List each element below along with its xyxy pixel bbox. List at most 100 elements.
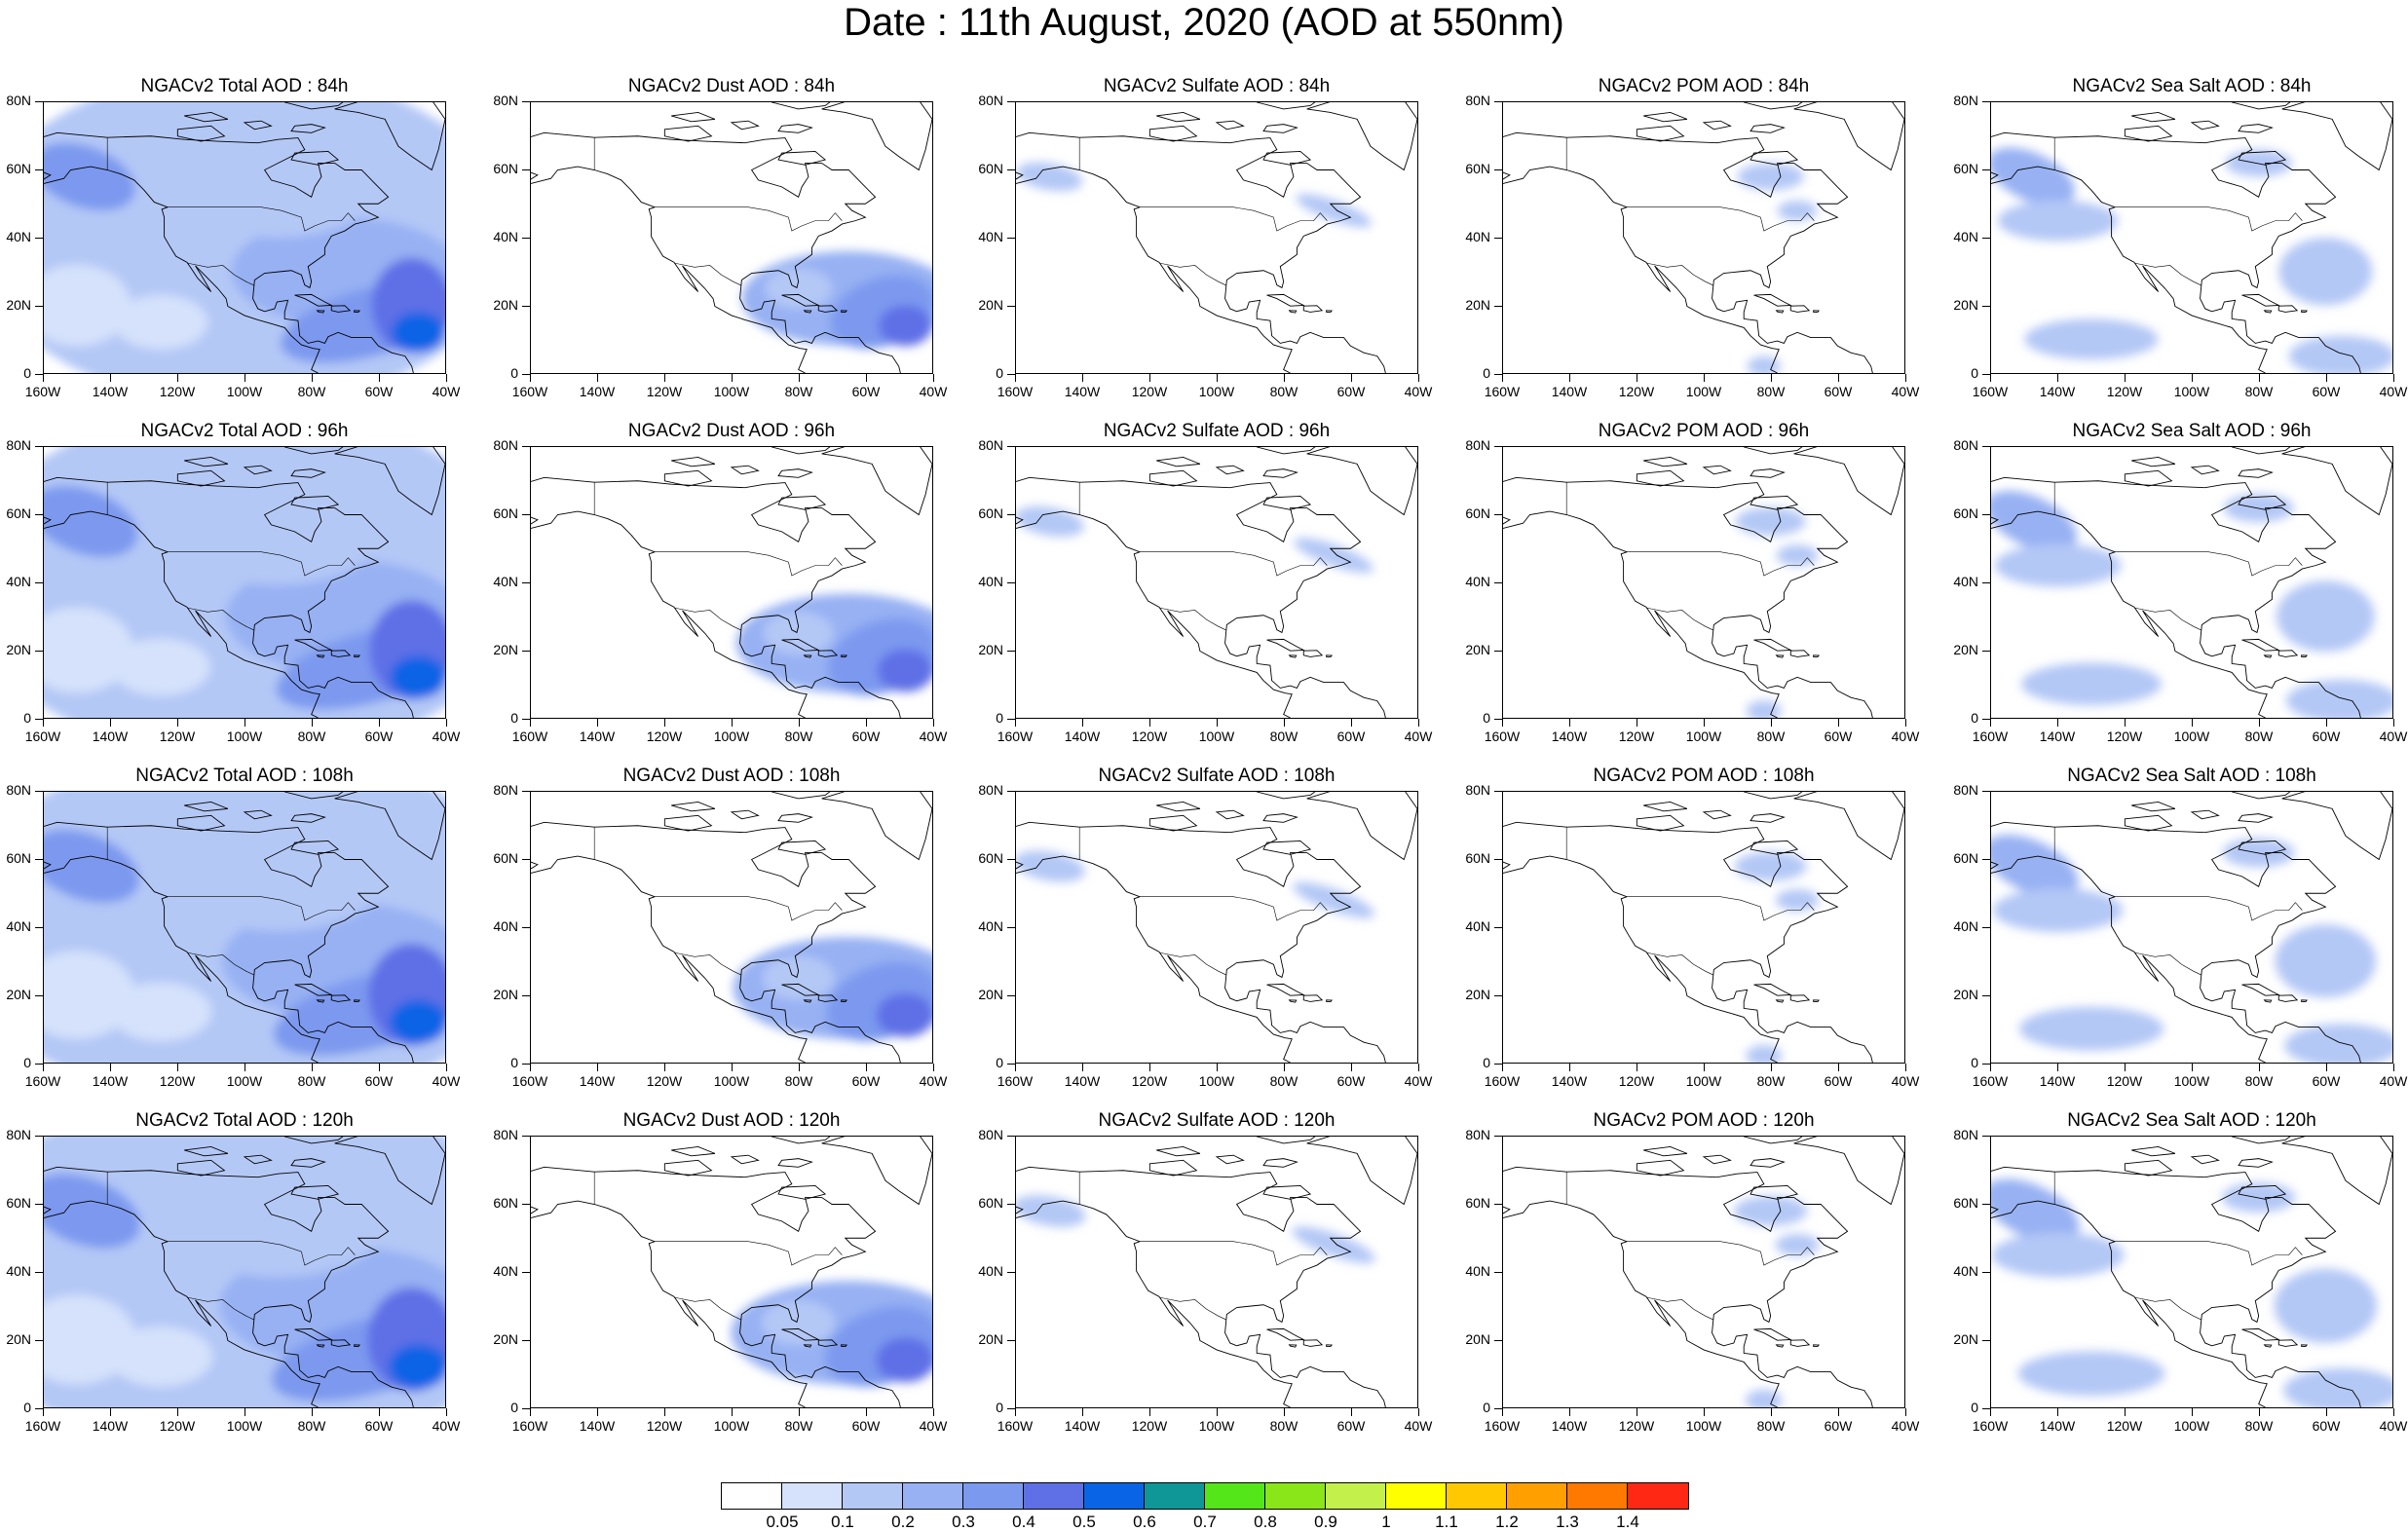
- coastline: [44, 476, 414, 718]
- lon-tick: [866, 374, 867, 382]
- coastline: [2131, 801, 2176, 812]
- lat-tick: [522, 374, 530, 375]
- lon-tick-label: 40W: [1404, 1418, 1433, 1434]
- lon-tick-label: 100W: [2173, 384, 2210, 399]
- lon-tick: [866, 1064, 867, 1071]
- coastline: [1262, 813, 1298, 823]
- coastline: [777, 813, 813, 823]
- lon-tick: [866, 719, 867, 727]
- coastline: [777, 468, 813, 478]
- lon-tick-label: 160W: [1484, 1418, 1521, 1434]
- lat-tick: [522, 238, 530, 239]
- lon-tick-label: 120W: [646, 1073, 683, 1089]
- coastline: [1775, 654, 1785, 658]
- coastline: [44, 166, 320, 373]
- aod-map: [1991, 1137, 2392, 1407]
- country-border: [187, 262, 254, 286]
- aod-map: [531, 1137, 932, 1407]
- lat-tick: [1007, 859, 1015, 860]
- lat-tick-label: 40N: [493, 918, 518, 934]
- coastline: [1793, 102, 1904, 171]
- lon-tick-label: 160W: [1484, 384, 1521, 399]
- lon-tick: [2393, 374, 2394, 382]
- lon-tick-label: 40W: [919, 1073, 948, 1089]
- lon-tick: [1838, 1064, 1839, 1071]
- panel-title: NGACv2 POM AOD : 108h: [1593, 766, 1815, 786]
- coastline: [243, 809, 273, 820]
- aod-plume: [877, 649, 932, 692]
- lon-tick-label: 120W: [2106, 729, 2143, 744]
- aod-plume: [2275, 924, 2377, 998]
- colorbar-swatch: [722, 1483, 782, 1509]
- lat-tick: [35, 169, 43, 170]
- coastline: [284, 102, 344, 110]
- lat-tick-label: 80N: [493, 93, 518, 108]
- lon-tick: [446, 1064, 447, 1071]
- aod-plume: [1016, 1195, 1086, 1227]
- lat-tick: [1982, 238, 1990, 239]
- country-border: [1627, 551, 1815, 577]
- lon-tick: [1351, 719, 1352, 727]
- lat-tick-label: 0: [996, 1400, 1003, 1415]
- lon-tick: [43, 1408, 44, 1416]
- coastline: [316, 654, 325, 658]
- colorbar-swatch: [1386, 1483, 1447, 1509]
- coastline: [2232, 102, 2291, 110]
- lat-tick: [1494, 101, 1502, 102]
- coastline: [2124, 814, 2173, 832]
- lon-tick-label: 60W: [2312, 1418, 2341, 1434]
- lon-tick-label: 60W: [364, 1073, 394, 1089]
- lon-tick-label: 140W: [92, 1418, 129, 1434]
- coastline: [1991, 166, 2268, 373]
- coastline: [354, 999, 361, 1002]
- colorbar-label: 0.4: [1012, 1513, 1035, 1531]
- colorbar-swatch: [1628, 1483, 1688, 1509]
- coastline: [730, 809, 760, 820]
- coastline: [1643, 111, 1688, 123]
- lat-tick: [1007, 1204, 1015, 1205]
- lon-tick: [799, 1064, 800, 1071]
- aod-plume: [763, 612, 834, 655]
- lon-tick-label: 80W: [784, 729, 813, 744]
- coastline: [2238, 1158, 2274, 1168]
- coastline: [1991, 131, 2361, 373]
- coastline: [243, 1154, 273, 1165]
- coastline: [316, 999, 325, 1003]
- lon-tick-label: 40W: [2379, 729, 2408, 744]
- coastline: [1257, 447, 1316, 455]
- lon-tick-label: 40W: [1891, 1418, 1920, 1434]
- lon-tick: [1502, 374, 1503, 382]
- coastline: [1016, 821, 1386, 1063]
- map-panel: NGACv2 Total AOD : 108h 80N 60N 40N 20N 0 160W…: [0, 766, 460, 1127]
- coastline: [1991, 821, 2361, 1063]
- lat-tick: [1007, 101, 1015, 102]
- coastline: [334, 447, 445, 516]
- lat-tick: [35, 306, 43, 307]
- map-panel: NGACv2 Total AOD : 96h 80N 60N 40N 20N 0 160W 1…: [0, 421, 460, 782]
- lon-tick: [1905, 1064, 1906, 1071]
- coastline: [1016, 855, 1293, 1063]
- coastline: [2281, 1137, 2392, 1206]
- coastline: [1016, 166, 1293, 373]
- lon-tick-label: 100W: [1685, 1073, 1722, 1089]
- lat-tick-label: 0: [996, 710, 1003, 726]
- coastline: [1016, 1200, 1293, 1407]
- lon-tick: [2192, 1064, 2193, 1071]
- coastline: [1991, 1200, 2268, 1407]
- lat-tick: [522, 306, 530, 307]
- coastline: [771, 792, 831, 800]
- aod-map: [1503, 447, 1904, 718]
- lon-tick-label: 160W: [511, 1418, 548, 1434]
- coastline: [2124, 469, 2173, 487]
- lat-tick-label: 40N: [1953, 574, 1978, 589]
- lat-tick: [522, 101, 530, 102]
- panel-title: NGACv2 Total AOD : 84h: [140, 76, 349, 96]
- coastline: [1753, 983, 1792, 996]
- colorbar-swatch: [843, 1483, 903, 1509]
- aod-plume: [2223, 493, 2294, 523]
- lat-tick-label: 80N: [6, 782, 31, 798]
- lat-tick-label: 40N: [978, 1263, 1003, 1279]
- aod-plume: [1991, 491, 2078, 552]
- country-border: [2134, 952, 2201, 976]
- coastline: [803, 310, 812, 314]
